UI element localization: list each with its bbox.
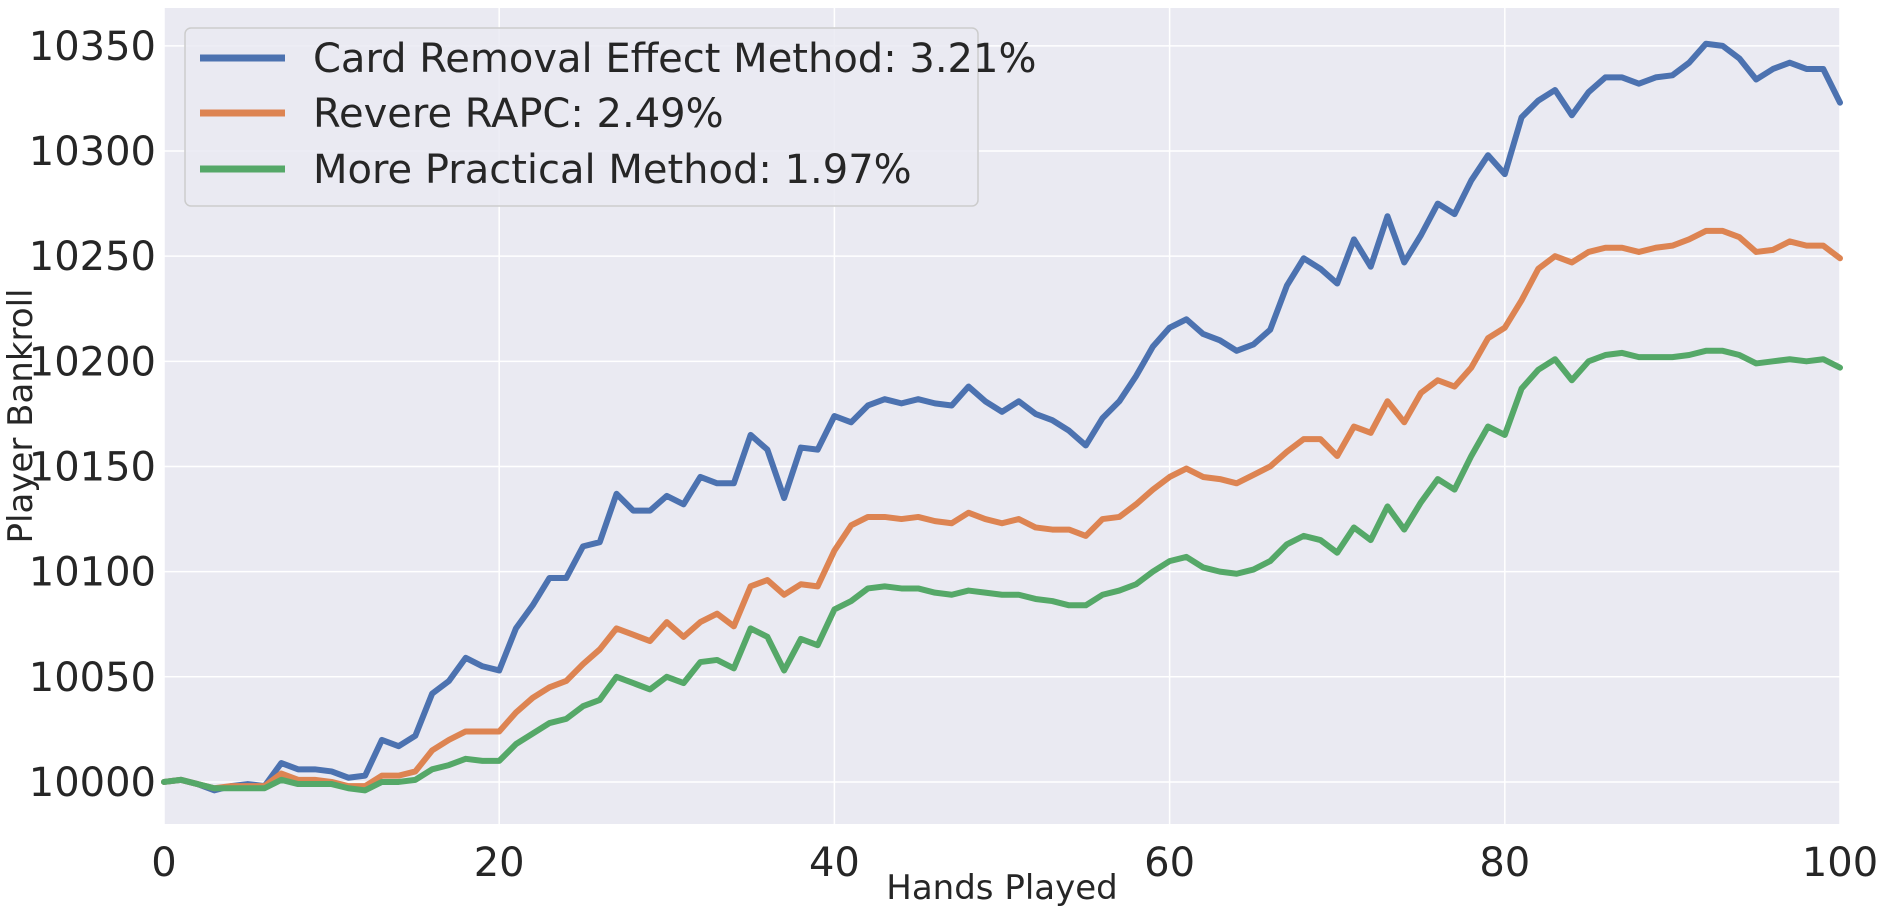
y-tick-label: 10050 <box>29 655 156 701</box>
series-line-2 <box>161 227 1843 792</box>
y-axis-label: Player Bankroll <box>1 289 41 544</box>
legend-label-1: Card Removal Effect Method: 3.21% <box>313 36 1036 82</box>
x-tick-label: 60 <box>1144 840 1195 886</box>
y-tick-label: 10000 <box>29 760 156 806</box>
y-tick-label: 10350 <box>29 24 156 70</box>
y-tick-label: 10300 <box>29 129 156 175</box>
legend-label-3: More Practical Method: 1.97% <box>313 147 912 193</box>
series-line-3 <box>161 347 1843 794</box>
legend: Card Removal Effect Method: 3.21% Revere… <box>184 27 1036 207</box>
x-tick-label: 20 <box>474 840 525 886</box>
y-tick-labels: 10000 10050 10100 10150 10200 10250 10300 10350 <box>29 24 156 806</box>
legend-box <box>184 27 979 207</box>
x-tick-label: 0 <box>151 840 176 886</box>
x-tick-label: 80 <box>1479 840 1530 886</box>
x-tick-label: 40 <box>809 840 860 886</box>
y-tick-label: 10200 <box>29 339 156 385</box>
series-lines <box>161 40 1843 794</box>
y-tick-label: 10100 <box>29 550 156 596</box>
x-tick-label: 100 <box>1802 840 1878 886</box>
series-line-1 <box>161 40 1843 794</box>
legend-label-2: Revere RAPC: 2.49% <box>313 91 724 137</box>
y-tick-label: 10250 <box>29 234 156 280</box>
x-axis-label: Hands Played <box>886 868 1117 908</box>
y-tick-label: 10150 <box>29 444 156 490</box>
x-tick-labels: 0 20 40 60 80 100 <box>151 840 1878 886</box>
